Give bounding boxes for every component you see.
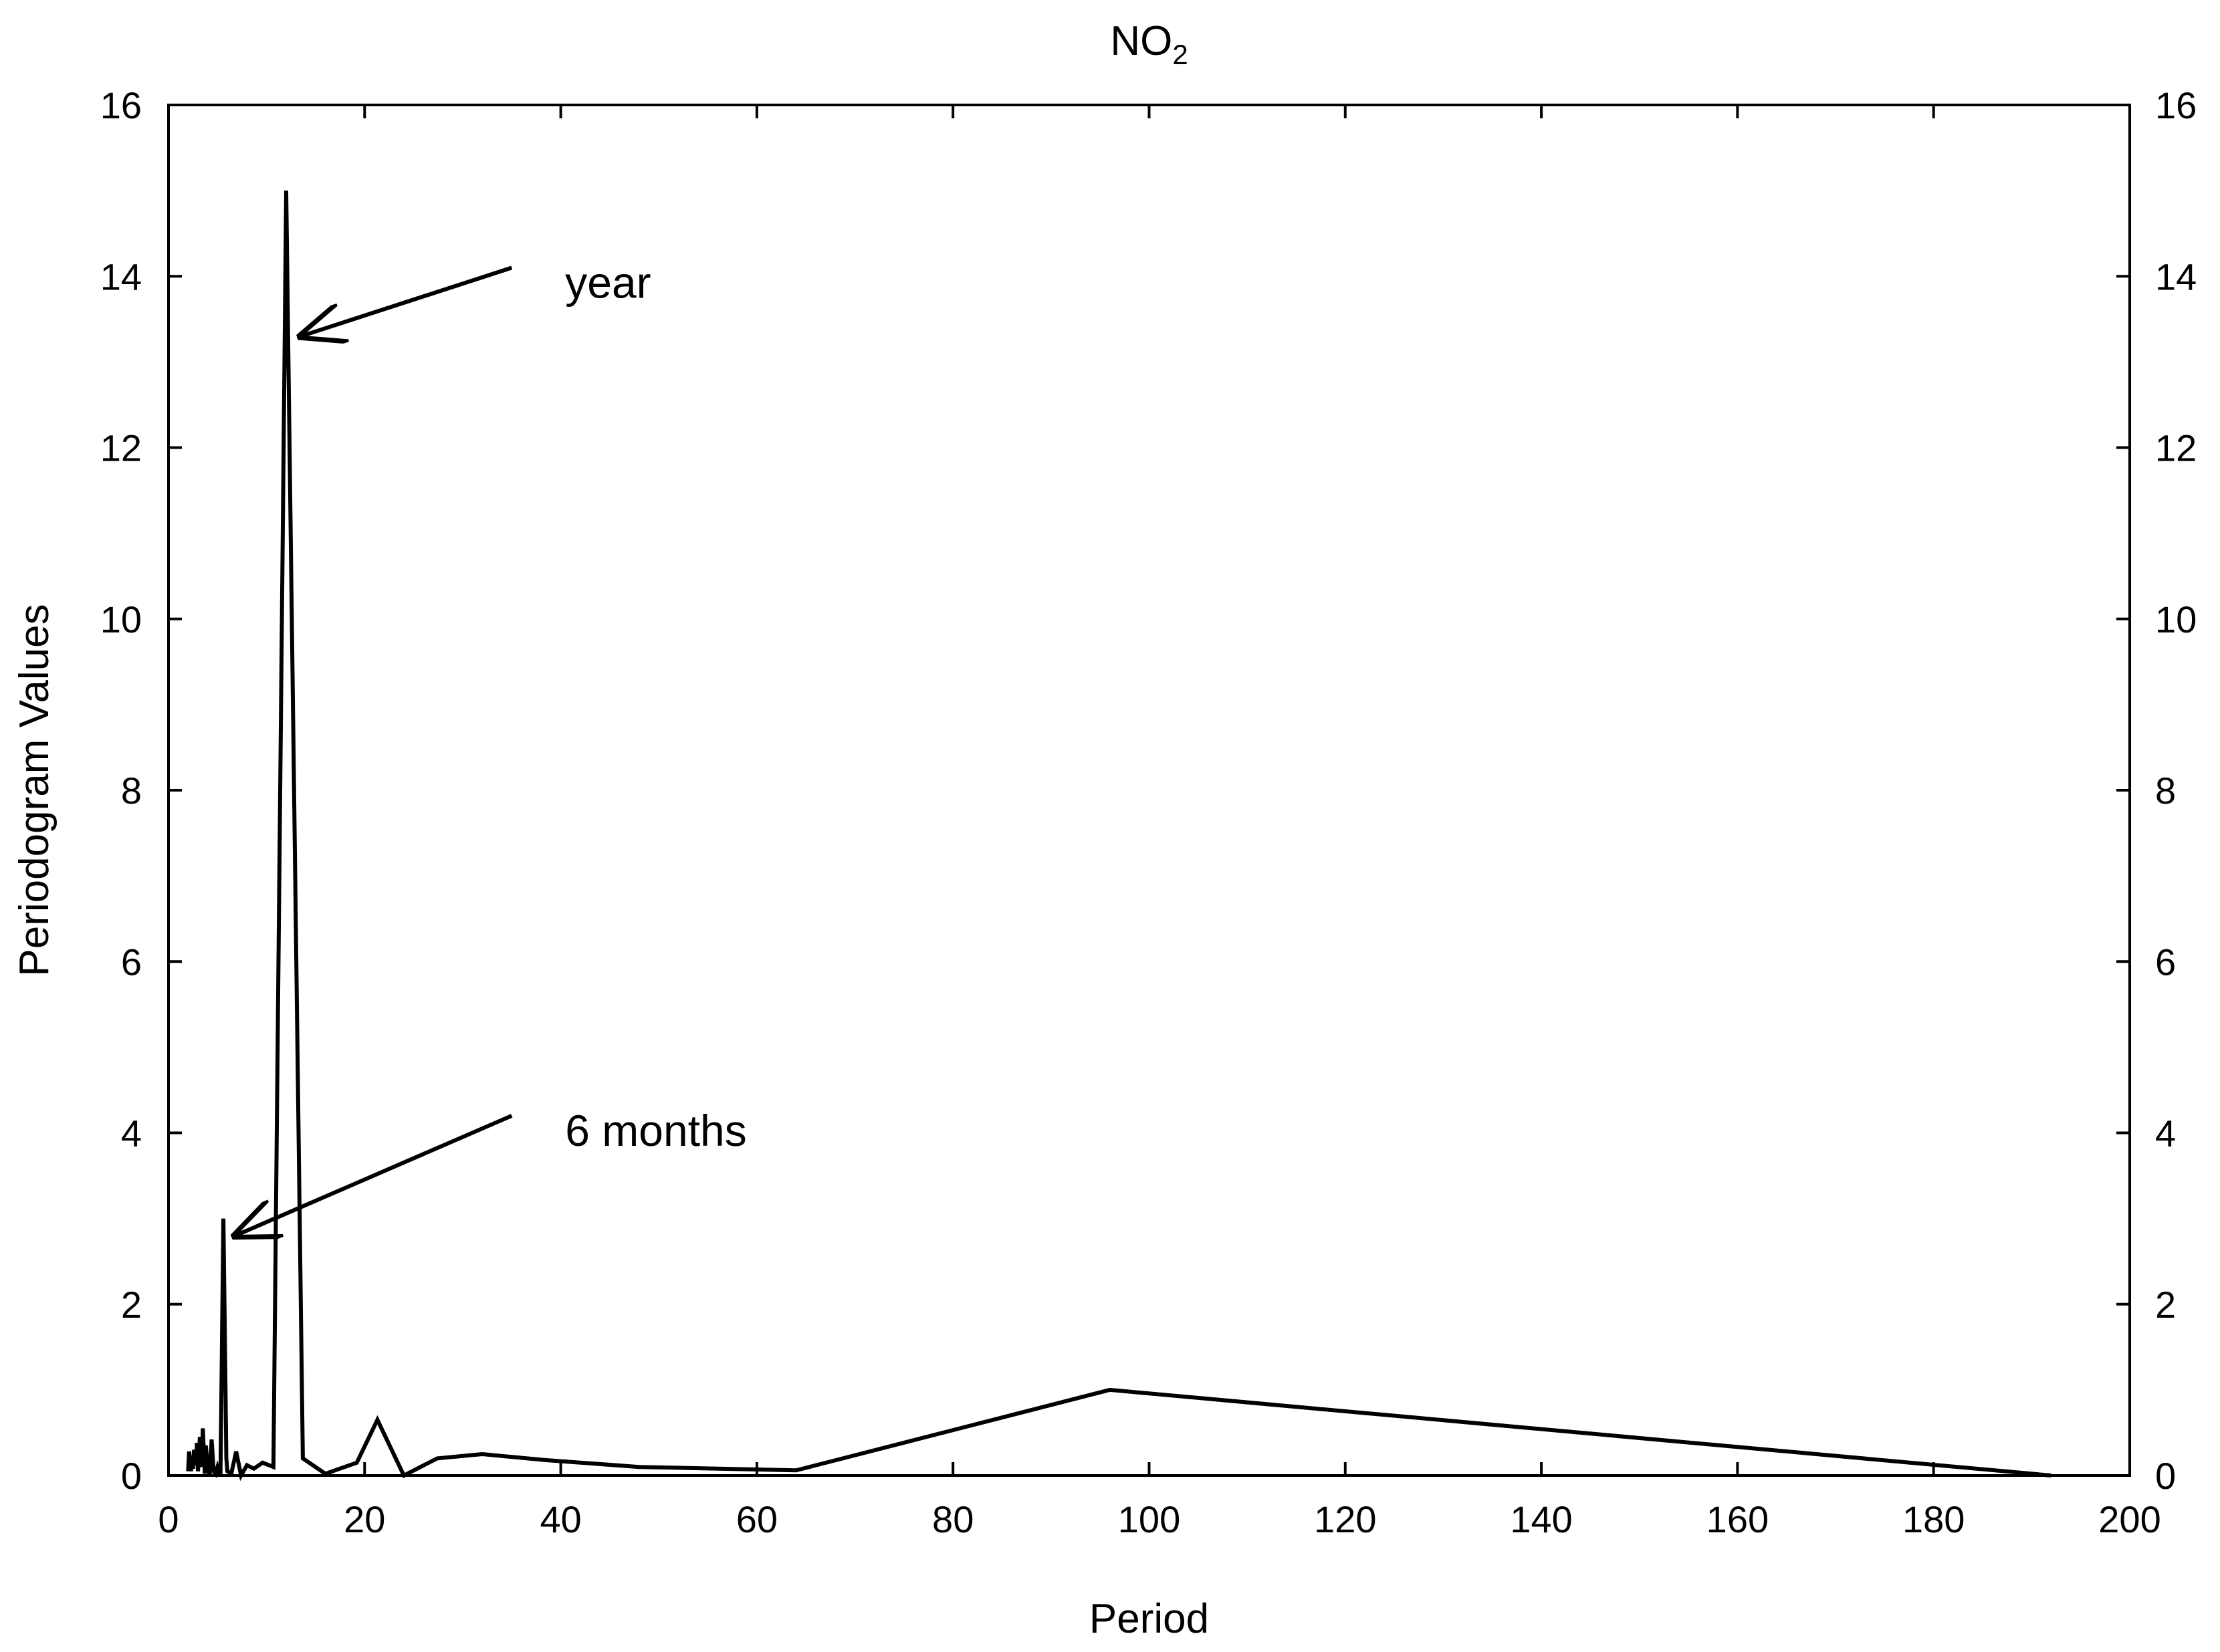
annotation-label: year <box>565 257 651 307</box>
y-tick-label-right: 0 <box>2155 1455 2176 1497</box>
x-axis-label: Period <box>1089 1596 1209 1642</box>
y-tick-label-right: 2 <box>2155 1284 2176 1326</box>
chart-title-main: NO <box>1110 18 1172 64</box>
x-tick-label: 200 <box>2098 1498 2160 1540</box>
x-tick-label: 100 <box>1118 1498 1180 1540</box>
x-tick-label: 80 <box>932 1498 974 1540</box>
y-tick-label-left: 2 <box>121 1284 142 1326</box>
y-tick-label-left: 12 <box>100 427 142 469</box>
y-tick-label-left: 16 <box>100 84 142 126</box>
x-tick-label: 140 <box>1510 1498 1572 1540</box>
y-tick-label-right: 8 <box>2155 770 2176 812</box>
chart-text: NO2 Period Periodogram Values <box>11 18 1209 1642</box>
annotations-group: year 6 months <box>235 257 747 1235</box>
chart-title-subscript: 2 <box>1172 39 1188 70</box>
y-tick-label-left: 10 <box>100 598 142 640</box>
x-tick-label: 60 <box>736 1498 778 1540</box>
y-axis-label: Periodogram Values <box>11 604 58 976</box>
series-group <box>186 191 2051 1482</box>
x-tick-label: 120 <box>1314 1498 1376 1540</box>
y-tick-label-right: 10 <box>2155 598 2197 640</box>
x-tick-label: 40 <box>540 1498 581 1540</box>
plot-area-border <box>167 104 2131 1477</box>
annotation-arrow <box>301 265 513 336</box>
y-tick-label-left: 8 <box>121 770 142 812</box>
y-tick-label-right: 16 <box>2155 84 2197 126</box>
plot-frame <box>167 104 2131 1477</box>
series-line <box>186 191 2051 1482</box>
annotation-label: 6 months <box>565 1106 746 1155</box>
y-tick-label-left: 6 <box>121 941 142 983</box>
y-tick-label-right: 12 <box>2155 427 2197 469</box>
y-tick-label-left: 0 <box>121 1455 142 1497</box>
x-tick-label: 180 <box>1902 1498 1965 1540</box>
x-tick-label: 0 <box>158 1498 179 1540</box>
x-tick-label: 20 <box>344 1498 385 1540</box>
chart-title: NO2 <box>1110 18 1188 70</box>
y-tick-label-right: 4 <box>2155 1112 2176 1155</box>
y-tick-label-right: 14 <box>2155 255 2197 298</box>
y-tick-label-right: 6 <box>2155 941 2176 983</box>
y-tick-label-left: 14 <box>100 255 142 298</box>
annotation-arrow <box>235 1114 513 1235</box>
x-tick-label: 160 <box>1706 1498 1769 1540</box>
y-tick-label-left: 4 <box>121 1112 142 1155</box>
